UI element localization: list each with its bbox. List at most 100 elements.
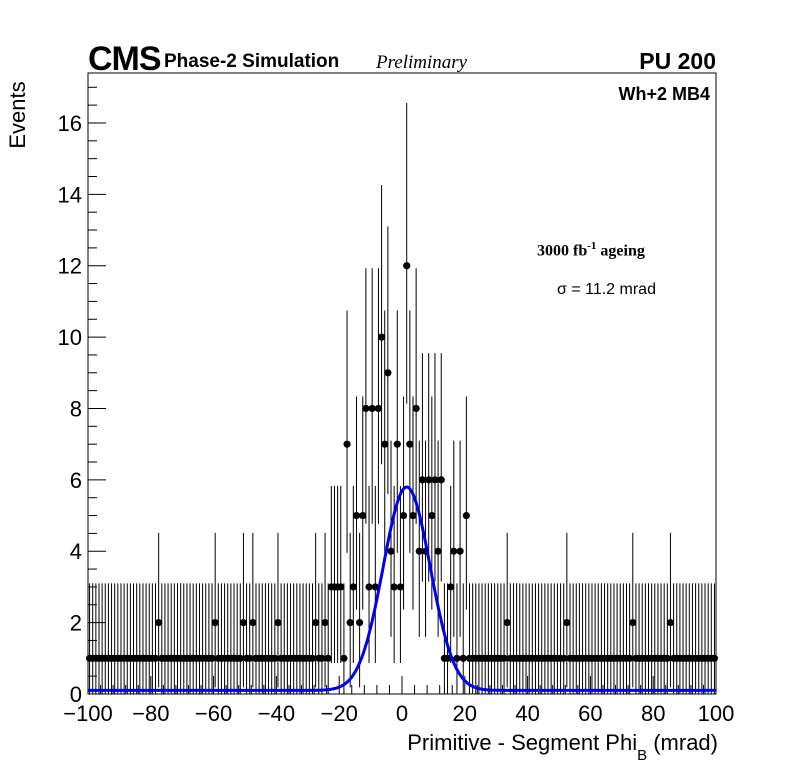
x-axis-label-unit: (mrad) bbox=[647, 730, 718, 755]
data-point bbox=[462, 511, 470, 520]
data-point bbox=[352, 511, 361, 520]
data-point bbox=[403, 262, 411, 270]
data-point bbox=[381, 440, 389, 448]
data-point bbox=[384, 369, 392, 377]
data-point bbox=[437, 476, 445, 484]
axes-ticks bbox=[87, 86, 717, 695]
x-tick-label: −100 bbox=[63, 701, 113, 726]
data-point bbox=[239, 619, 248, 627]
data-point bbox=[312, 619, 320, 627]
ageing-prefix: 3000 fb bbox=[537, 242, 588, 260]
data-point bbox=[362, 404, 370, 413]
data-point bbox=[359, 511, 367, 520]
y-tick-label: 10 bbox=[58, 325, 82, 350]
data-point bbox=[236, 654, 244, 662]
x-tick-label: −60 bbox=[195, 701, 232, 726]
data-point bbox=[399, 511, 408, 520]
data-point bbox=[387, 547, 395, 555]
data-point bbox=[453, 654, 461, 662]
data-point bbox=[434, 547, 442, 555]
data-point bbox=[418, 476, 427, 484]
y-tick-label: 8 bbox=[70, 396, 82, 421]
data-point bbox=[271, 654, 279, 662]
data-point bbox=[459, 654, 467, 662]
x-tick-label: 100 bbox=[698, 701, 735, 726]
data-point bbox=[456, 547, 464, 555]
data-point bbox=[663, 654, 671, 662]
data-point bbox=[412, 404, 420, 413]
data-point bbox=[431, 476, 439, 484]
data-point bbox=[560, 654, 568, 662]
data-point bbox=[318, 654, 326, 662]
x-tick-label: −40 bbox=[258, 701, 295, 726]
y-tick-label: 2 bbox=[70, 611, 82, 636]
data-point bbox=[155, 619, 163, 627]
data-point bbox=[443, 654, 452, 662]
x-axis-label-main: Primitive - Segment Phi bbox=[407, 730, 638, 755]
y-tick-label: 12 bbox=[58, 254, 82, 279]
data-point bbox=[356, 619, 364, 627]
data-point bbox=[274, 619, 282, 627]
data-point bbox=[377, 333, 386, 341]
x-tick-label: 60 bbox=[578, 701, 602, 726]
data-point bbox=[343, 440, 351, 448]
data-point bbox=[371, 583, 379, 591]
preliminary-label: Preliminary bbox=[376, 52, 468, 73]
data-point bbox=[340, 654, 348, 662]
data-point bbox=[396, 583, 405, 591]
data-point bbox=[390, 583, 398, 591]
data-point bbox=[208, 654, 216, 662]
data-point bbox=[365, 583, 373, 591]
y-tick-label: 4 bbox=[70, 539, 82, 564]
data-point bbox=[406, 440, 414, 448]
data-point bbox=[346, 619, 354, 627]
data-point bbox=[563, 619, 571, 627]
error-bars bbox=[88, 102, 716, 694]
plot-frame bbox=[87, 72, 717, 695]
y-tick-label: 14 bbox=[58, 182, 82, 207]
tick-labels: −100 −80 −60 −40 −20 0 20 40 60 80 100 0 2 4 6 8 10 12 14 1… bbox=[58, 111, 735, 726]
ageing-suffix: ageing bbox=[596, 242, 645, 260]
data-markers bbox=[85, 262, 719, 662]
data-point bbox=[308, 654, 317, 662]
data-point bbox=[666, 619, 675, 627]
data-point bbox=[425, 476, 433, 484]
y-tick-label: 6 bbox=[70, 468, 82, 493]
ageing-exponent: -1 bbox=[587, 240, 597, 252]
data-point bbox=[626, 654, 634, 662]
cms-label: CMS bbox=[88, 40, 162, 78]
x-axis-label: Primitive - Segment PhiB (mrad) bbox=[407, 730, 718, 764]
simulation-label: Phase-2 Simulation bbox=[164, 51, 340, 72]
data-point bbox=[249, 619, 257, 627]
sigma-label: σ = 11.2 mrad bbox=[557, 281, 656, 298]
y-tick-label: 0 bbox=[70, 682, 82, 707]
data-point bbox=[629, 619, 637, 627]
data-point bbox=[246, 654, 254, 662]
x-tick-label: 80 bbox=[641, 701, 665, 726]
data-point bbox=[337, 583, 345, 591]
data-point bbox=[710, 654, 719, 662]
y-axis-label: Events bbox=[5, 81, 30, 149]
data-point bbox=[211, 619, 219, 627]
data-point bbox=[447, 583, 455, 591]
data-point bbox=[503, 619, 511, 627]
ageing-label: 3000 fb-1 ageing bbox=[537, 240, 645, 260]
gaussian-fit-curve bbox=[88, 485, 716, 692]
data-point bbox=[415, 547, 423, 555]
data-point bbox=[151, 654, 160, 662]
data-point bbox=[500, 654, 508, 662]
data-point bbox=[324, 654, 332, 662]
station-label: Wh+2 MB4 bbox=[618, 84, 710, 104]
data-point bbox=[349, 583, 357, 591]
x-tick-label: −20 bbox=[321, 701, 358, 726]
data-point bbox=[374, 404, 383, 413]
data-point bbox=[321, 619, 329, 627]
data-point bbox=[393, 440, 401, 448]
pileup-label: PU 200 bbox=[639, 48, 716, 74]
y-tick-label: 16 bbox=[58, 111, 82, 136]
x-tick-label: 40 bbox=[515, 701, 539, 726]
x-tick-label: 0 bbox=[396, 701, 408, 726]
x-tick-label: 20 bbox=[453, 701, 477, 726]
data-point bbox=[450, 547, 458, 555]
